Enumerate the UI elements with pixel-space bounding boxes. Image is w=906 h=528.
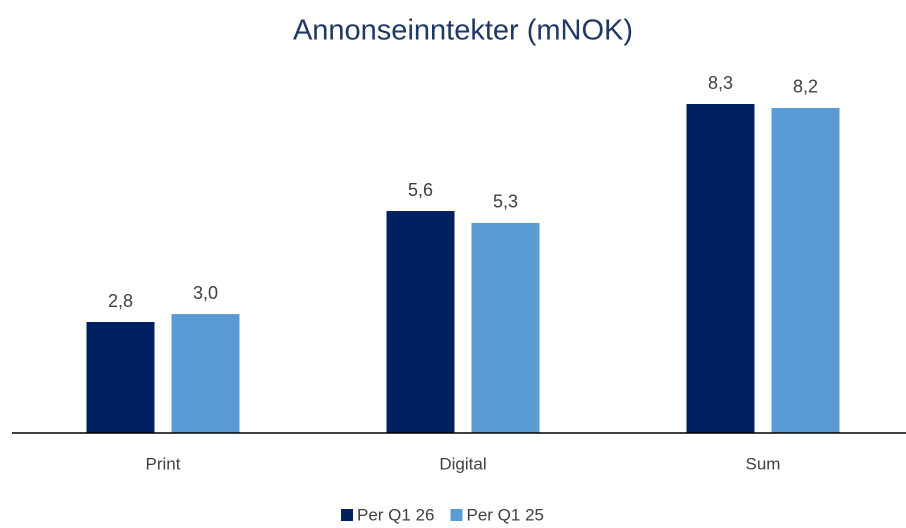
x-tick-label: Sum bbox=[746, 454, 781, 473]
bar bbox=[171, 314, 240, 433]
value-label: 3,0 bbox=[193, 283, 218, 303]
bar bbox=[386, 211, 455, 433]
value-label: 5,3 bbox=[493, 192, 518, 212]
bar bbox=[686, 104, 755, 433]
x-tick-label: Digital bbox=[439, 454, 486, 473]
x-tick-label: Print bbox=[146, 454, 181, 473]
legend-swatch bbox=[341, 509, 353, 521]
chart-title: Annonseinntekter (mNOK) bbox=[293, 15, 633, 47]
value-label: 8,3 bbox=[708, 73, 733, 93]
value-label: 2,8 bbox=[108, 291, 133, 311]
value-label: 5,6 bbox=[408, 180, 433, 200]
legend-swatch bbox=[450, 509, 463, 521]
bar bbox=[471, 222, 540, 433]
bar bbox=[771, 107, 840, 433]
bar bbox=[86, 322, 155, 433]
legend-label: Per Q1 26 bbox=[357, 505, 435, 524]
value-label: 8,2 bbox=[793, 77, 818, 97]
legend-label: Per Q1 25 bbox=[467, 505, 545, 524]
